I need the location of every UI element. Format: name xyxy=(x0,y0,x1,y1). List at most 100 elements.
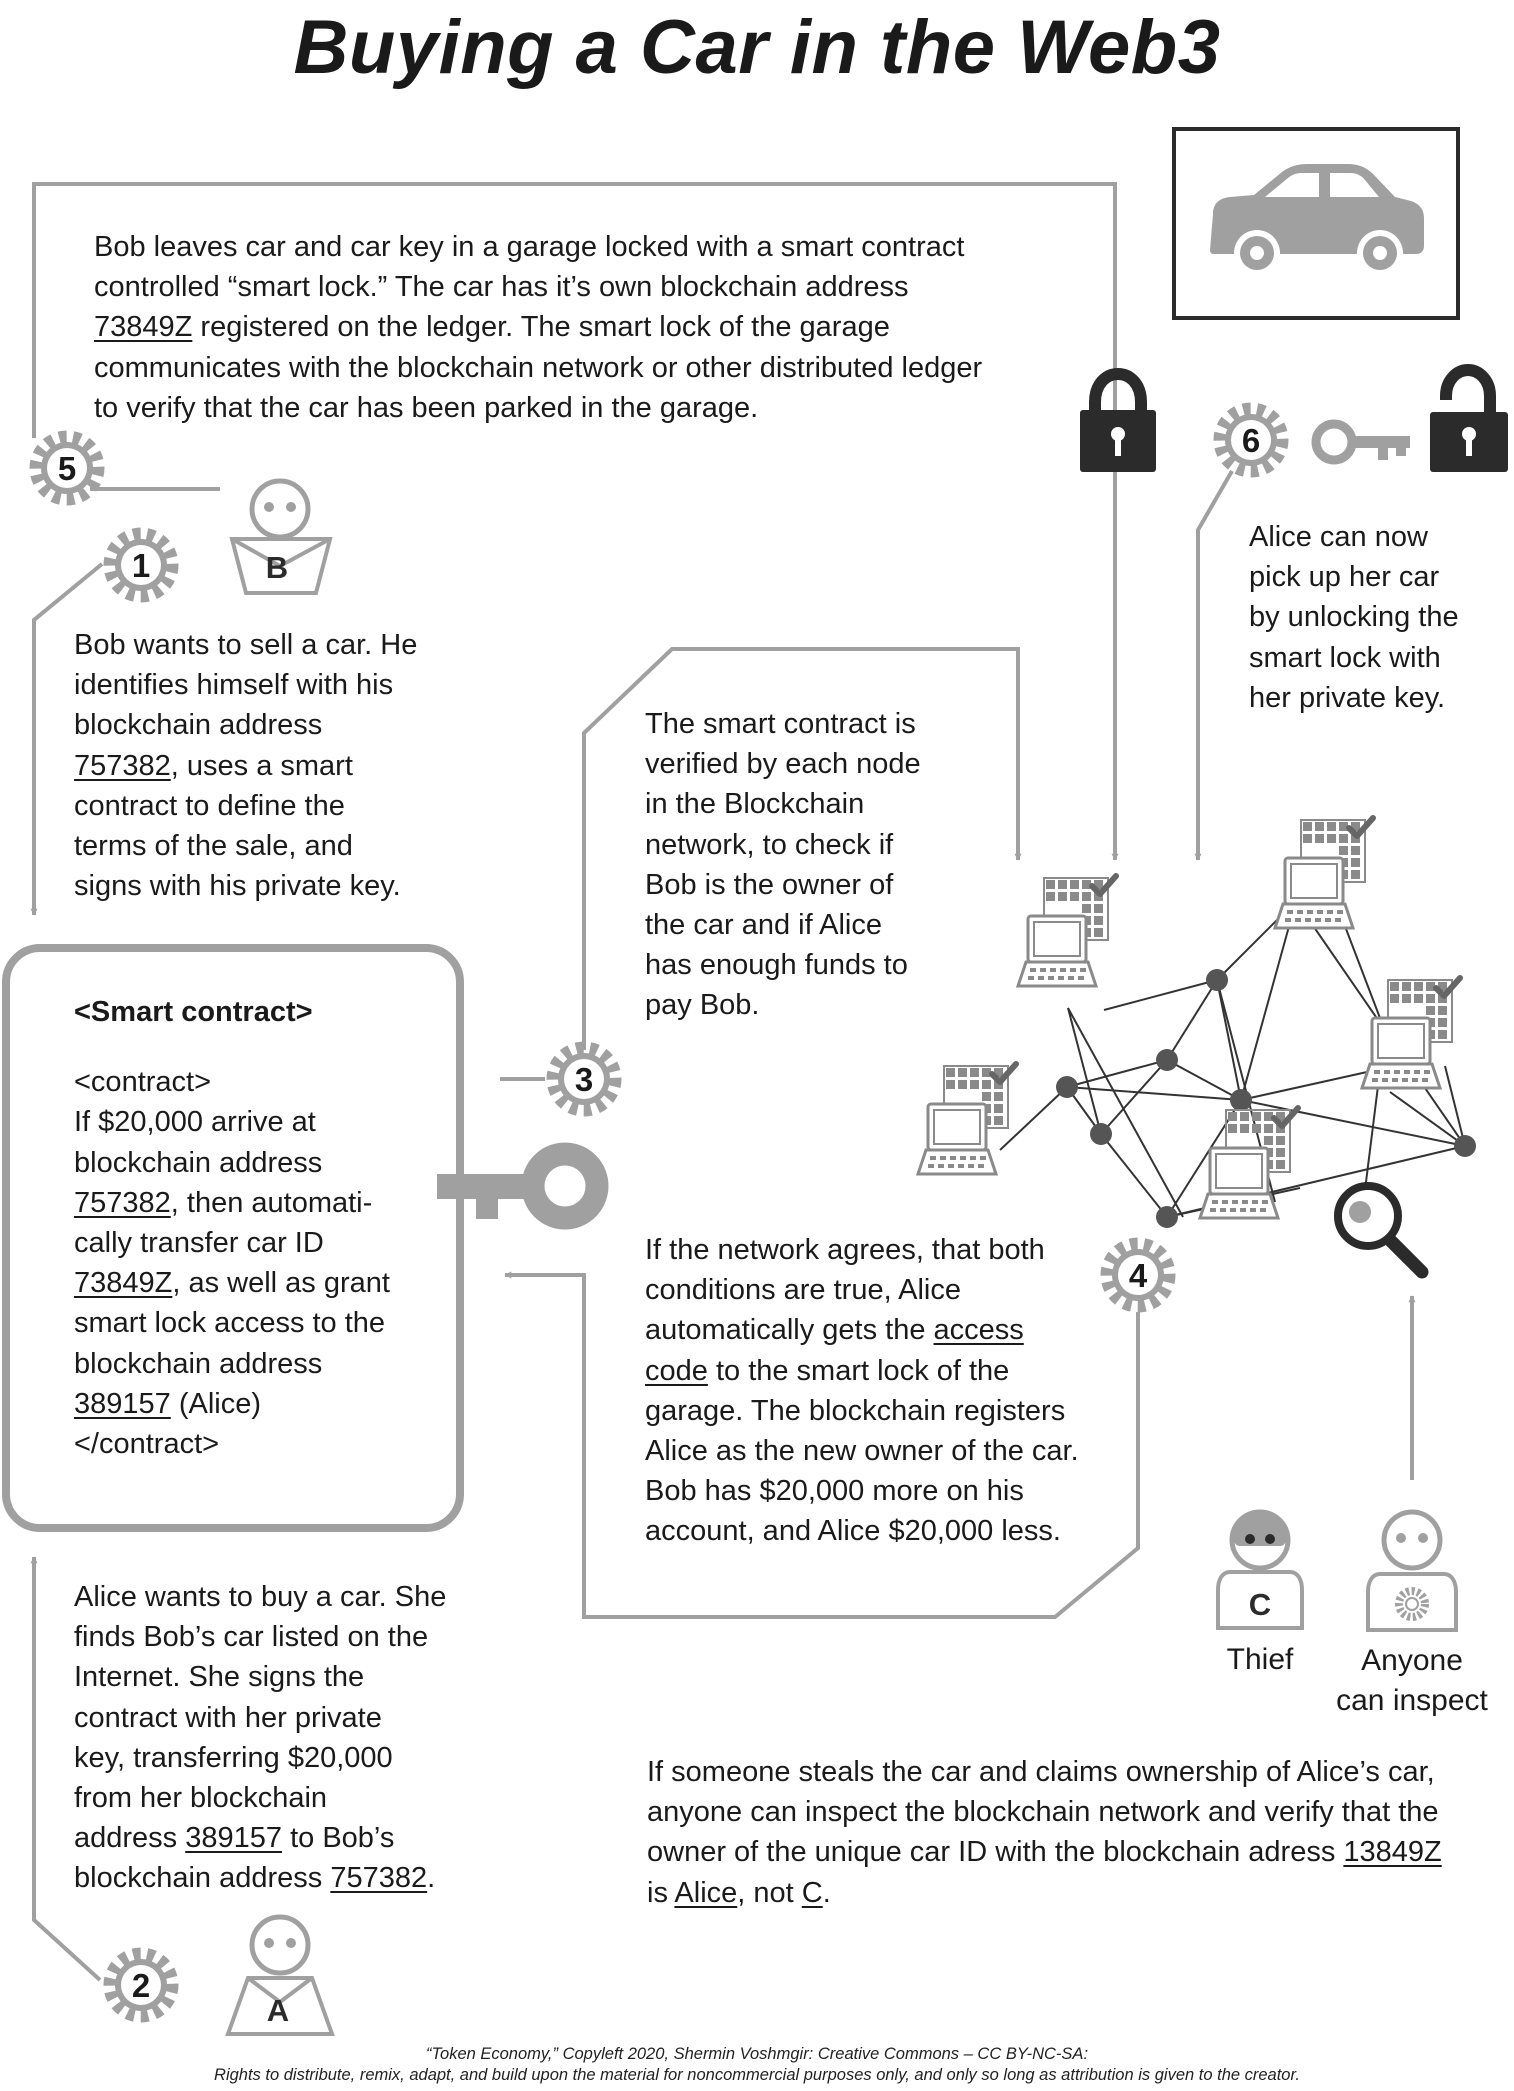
text-line: pay Bob. xyxy=(645,985,921,1025)
arrow-1-to-contract xyxy=(30,562,104,916)
text-line: to verify that the car has been parked i… xyxy=(94,388,982,428)
laptop-node-2 xyxy=(1275,818,1373,928)
text-segment: smart lock with xyxy=(1249,641,1441,674)
text-segment: blockchain address xyxy=(74,1146,323,1179)
footer-line-2: Rights to distribute, remix, adapt, and … xyxy=(214,2066,1300,2084)
text-line: Alice wants to buy a car. She xyxy=(74,1577,446,1617)
text-line: network, to check if xyxy=(645,825,921,865)
text-segment: blockchain address xyxy=(74,1862,331,1895)
text-segment: If the network agrees, that both xyxy=(645,1234,1045,1266)
text-step-6: Alice can now pick up her car by unlocking… xyxy=(1249,517,1459,718)
lock-open-icon xyxy=(1430,363,1508,472)
underlined-value: 757382 xyxy=(74,749,171,782)
text-line: anyone can inspect the blockchain networ… xyxy=(647,1792,1442,1832)
avatar-alice: A xyxy=(225,1914,335,2036)
text-segment: is xyxy=(647,1876,675,1909)
text-segment: communicates with the blockchain network… xyxy=(94,351,983,384)
text-segment: pick up her car xyxy=(1249,561,1440,594)
gear-step-5: 5 xyxy=(36,437,98,499)
text-line: from her blockchain xyxy=(74,1778,446,1818)
arrow-4-to-contract xyxy=(504,1271,1140,1619)
text-segment: to verify that the car has been parked i… xyxy=(94,391,759,424)
text-inspect: If someone steals the car and claims own… xyxy=(647,1752,1442,1913)
blockchain-network xyxy=(918,818,1476,1228)
text-step-2: Alice wants to buy a car. She finds Bob’s… xyxy=(74,1577,446,1899)
text-segment: blockchain address xyxy=(74,709,323,742)
text-line: blockchain address xyxy=(74,1344,390,1384)
text-line: signs with his private key. xyxy=(74,866,417,906)
text-line: Alice as the new owner of the car. xyxy=(645,1431,1079,1471)
underlined-value: 73849Z xyxy=(94,311,193,344)
text-line: smart lock access to the xyxy=(74,1303,390,1343)
text-segment: contract to define the xyxy=(74,789,345,822)
avatar-inspector xyxy=(1366,1509,1458,1632)
text-line: communicates with the blockchain network… xyxy=(94,348,982,388)
text-segment: If $20,000 arrive at xyxy=(74,1106,316,1139)
text-segment: her private key. xyxy=(1249,681,1446,714)
laptop-node-4 xyxy=(918,1064,1016,1174)
arrow-garage-to-network xyxy=(32,182,1119,861)
text-line: controlled “smart lock.” The car has it’… xyxy=(94,267,982,307)
gear-step-2: 2 xyxy=(110,1954,172,2016)
text-line: pick up her car xyxy=(1249,557,1459,597)
text-line: conditions are true, Alice xyxy=(645,1270,1079,1310)
text-line: the car and if Alice xyxy=(645,905,921,945)
text-line: Bob has $20,000 more on his xyxy=(645,1471,1079,1511)
text-line: If $20,000 arrive at xyxy=(74,1102,390,1142)
text-line: is Alice, not C. xyxy=(647,1873,1442,1913)
text-segment: has enough funds to xyxy=(645,949,908,982)
text-segment: in the Blockchain xyxy=(645,788,865,821)
footer-credits: “Token Economy,” Copyleft 2020, Shermin … xyxy=(0,2044,1514,2086)
text-line: code to the smart lock of the xyxy=(645,1351,1079,1391)
text-segment: , not xyxy=(737,1876,802,1909)
smart-contract-lines: <contract> If $20,000 arrive at blockchain… xyxy=(74,1062,390,1464)
text-line: 757382, uses a smart xyxy=(74,746,417,786)
svg-text:4: 4 xyxy=(1129,1257,1148,1294)
key-small-icon xyxy=(1311,419,1410,465)
text-segment: smart lock access to the xyxy=(74,1307,386,1340)
text-segment: key, transferring $20,000 xyxy=(74,1741,393,1774)
text-segment: verified by each node xyxy=(645,748,921,781)
text-segment: registered on the ledger. The smart lock… xyxy=(192,311,890,344)
text-segment: , then automati- xyxy=(170,1186,373,1219)
text-line: 73849Z registered on the ledger. The sma… xyxy=(94,307,982,347)
text-line: has enough funds to xyxy=(645,945,921,985)
underlined-value: 389157 xyxy=(74,1387,171,1420)
text-segment: , as well as grant xyxy=(172,1267,390,1300)
text-segment: (Alice) xyxy=(170,1387,262,1420)
text-segment: </contract> xyxy=(74,1428,220,1461)
text-line: contract to define the xyxy=(74,786,417,826)
arrow-2-to-contract xyxy=(30,1556,102,1982)
text-line: Alice can now xyxy=(1249,517,1459,557)
text-line: cally transfer car ID xyxy=(74,1223,390,1263)
underlined-value: access xyxy=(933,1314,1024,1347)
svg-text:2: 2 xyxy=(132,1967,150,2004)
text-segment: The smart contract is xyxy=(645,708,916,740)
label-thief: Thief xyxy=(1226,1643,1294,1676)
arrow-3-to-network xyxy=(582,647,1022,1050)
text-segment: . xyxy=(822,1876,831,1909)
laptop-node-1 xyxy=(1018,876,1116,986)
text-segment: Internet. She signs the xyxy=(74,1661,365,1694)
text-segment: pay Bob. xyxy=(645,989,760,1022)
text-segment: controlled “smart lock.” The car has it’… xyxy=(94,271,909,304)
svg-text:1: 1 xyxy=(132,547,150,584)
label-anyone-can-inspect: Anyone can inspect xyxy=(1312,1641,1512,1721)
text-segment: , uses a smart xyxy=(170,749,353,782)
underlined-value: 757382 xyxy=(74,1186,171,1219)
text-line: verified by each node xyxy=(645,744,921,784)
text-step-3: The smart contract is verified by each no… xyxy=(645,704,921,1026)
key-large-icon xyxy=(437,1142,609,1230)
gear-step-4: 4 xyxy=(1107,1244,1169,1306)
underlined-value: code xyxy=(645,1354,708,1387)
text-segment: signs with his private key. xyxy=(74,870,401,903)
text-line: address 389157 to Bob’s xyxy=(74,1818,446,1858)
text-line: If someone steals the car and claims own… xyxy=(647,1752,1442,1792)
connector-arrows xyxy=(30,182,1416,1982)
text-line: 73849Z, as well as grant xyxy=(74,1263,390,1303)
smart-contract-text: <Smart contract> <contract> If $20,000 ar… xyxy=(74,992,390,1464)
arrow-6-to-network xyxy=(1194,470,1234,861)
magnifier-icon xyxy=(1334,1182,1429,1279)
text-step-1: Bob wants to sell a car. He identifies hi… xyxy=(74,625,417,906)
